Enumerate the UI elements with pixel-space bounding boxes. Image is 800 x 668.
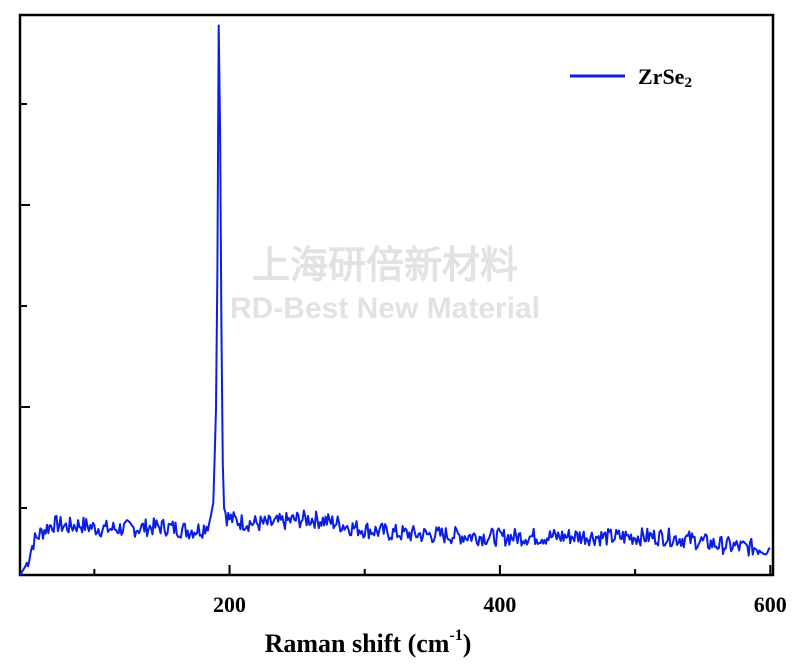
legend: ZrSe2	[570, 64, 692, 91]
x-axis-title-main: Raman shift (cm	[265, 629, 450, 658]
plot-frame	[18, 13, 775, 577]
x-tick-label: 400	[483, 592, 516, 617]
legend-label-sub: 2	[684, 75, 692, 91]
x-axis-title-sup: -1	[449, 627, 462, 644]
series-line-zrse2	[19, 24, 771, 576]
x-axis-title: Raman shift (cm-1)	[265, 627, 472, 658]
x-tick-label: 200	[213, 592, 246, 617]
x-axis-ticks: 200 400 600	[93, 565, 787, 617]
y-axis-ticks	[20, 103, 30, 509]
x-tick-label: 600	[754, 592, 787, 617]
x-axis-title-close: )	[463, 629, 472, 658]
watermark: 上海研倍新材料 RD-Best New Material	[230, 243, 540, 325]
watermark-cn: 上海研倍新材料	[252, 243, 518, 287]
legend-label: ZrSe2	[638, 64, 692, 91]
legend-label-main: ZrSe	[638, 64, 685, 89]
watermark-en: RD-Best New Material	[230, 292, 540, 325]
